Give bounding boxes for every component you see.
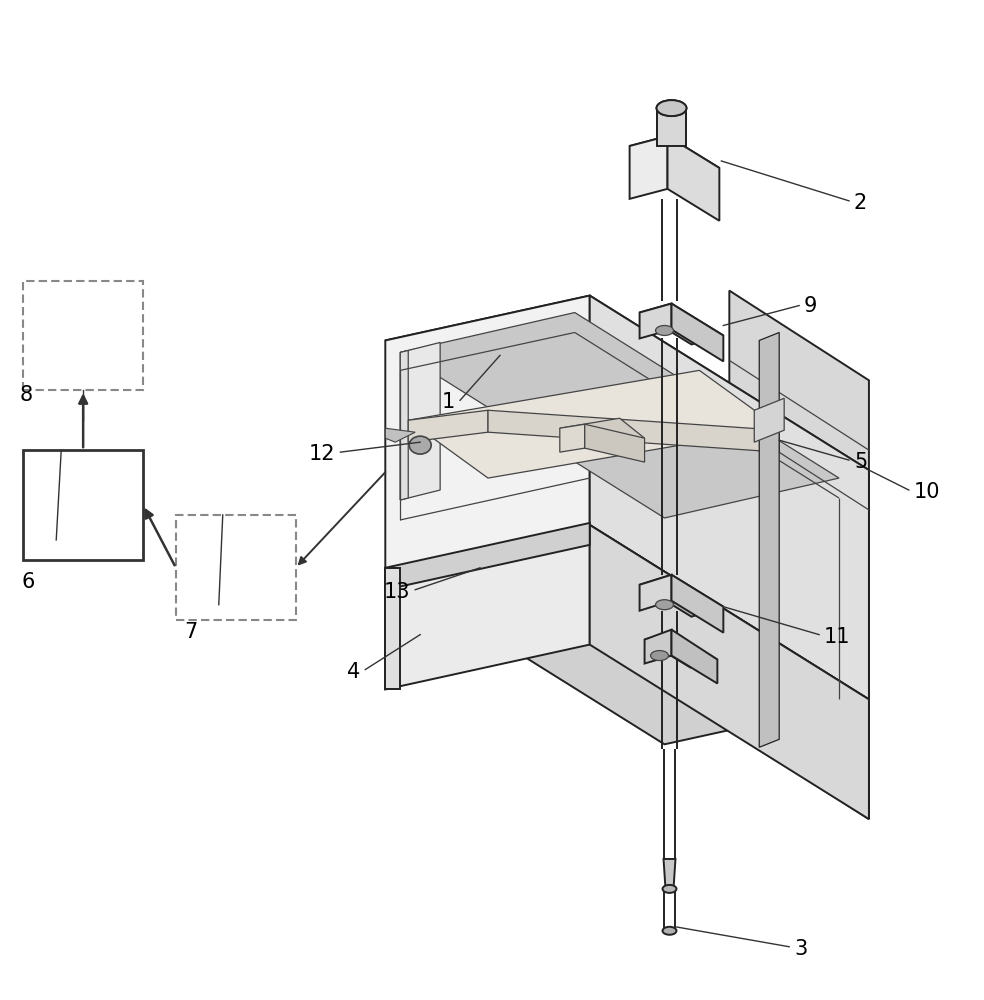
Ellipse shape	[409, 436, 431, 454]
Polygon shape	[630, 136, 667, 199]
Ellipse shape	[650, 651, 668, 661]
Bar	[176, 515, 295, 620]
Polygon shape	[755, 398, 784, 442]
Text: 9: 9	[804, 296, 818, 316]
Ellipse shape	[662, 927, 676, 935]
Polygon shape	[584, 424, 645, 462]
Text: 3: 3	[794, 939, 808, 959]
Text: 8: 8	[20, 385, 32, 405]
Polygon shape	[408, 370, 779, 478]
Polygon shape	[386, 523, 589, 590]
Polygon shape	[589, 525, 869, 819]
Polygon shape	[386, 296, 869, 515]
Text: 1: 1	[442, 392, 456, 412]
Polygon shape	[386, 428, 415, 442]
Bar	[24, 450, 143, 560]
Polygon shape	[671, 575, 723, 633]
Polygon shape	[671, 630, 717, 683]
Ellipse shape	[662, 885, 676, 893]
Polygon shape	[640, 575, 671, 611]
Polygon shape	[560, 418, 645, 448]
Polygon shape	[488, 410, 779, 452]
Polygon shape	[667, 136, 719, 221]
Polygon shape	[663, 859, 675, 889]
Text: 10: 10	[914, 482, 941, 502]
Ellipse shape	[655, 325, 673, 335]
Polygon shape	[560, 424, 584, 452]
Text: 13: 13	[384, 582, 410, 602]
Text: 12: 12	[309, 444, 336, 464]
Polygon shape	[671, 304, 723, 361]
Polygon shape	[640, 304, 671, 338]
Polygon shape	[645, 630, 671, 664]
Polygon shape	[386, 296, 589, 570]
Polygon shape	[386, 525, 589, 689]
Text: 7: 7	[184, 622, 197, 642]
Polygon shape	[760, 332, 779, 747]
Text: 2: 2	[854, 193, 867, 213]
Polygon shape	[386, 525, 869, 744]
Polygon shape	[386, 568, 400, 689]
Ellipse shape	[655, 600, 673, 610]
Ellipse shape	[656, 100, 687, 116]
Text: 11: 11	[824, 627, 850, 647]
Polygon shape	[400, 313, 839, 518]
Text: 6: 6	[22, 572, 34, 592]
Polygon shape	[640, 575, 723, 617]
Polygon shape	[640, 304, 723, 344]
Polygon shape	[729, 291, 869, 819]
Polygon shape	[656, 108, 687, 146]
Polygon shape	[400, 342, 440, 500]
Polygon shape	[645, 632, 717, 668]
Ellipse shape	[656, 100, 687, 116]
Bar	[24, 281, 143, 390]
Polygon shape	[589, 296, 869, 699]
Polygon shape	[400, 350, 408, 500]
Text: 5: 5	[854, 452, 867, 472]
Polygon shape	[630, 136, 719, 178]
Polygon shape	[408, 410, 488, 442]
Text: 4: 4	[347, 662, 360, 682]
